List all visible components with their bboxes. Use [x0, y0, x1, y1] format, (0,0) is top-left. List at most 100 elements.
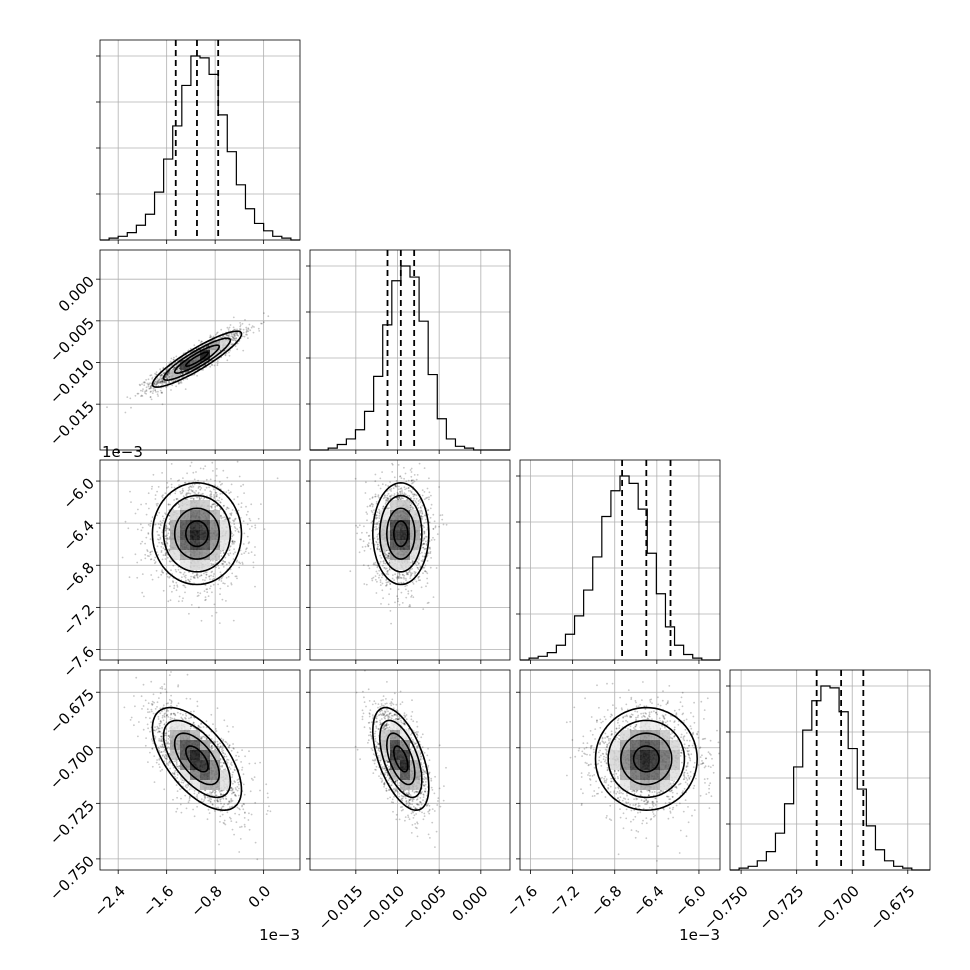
sample-point	[421, 517, 423, 520]
sample-point	[139, 542, 142, 545]
sample-point	[184, 481, 187, 484]
sample-point	[214, 506, 217, 508]
sample-point	[155, 371, 158, 373]
sample-point	[401, 497, 404, 499]
sample-point	[161, 496, 164, 499]
sample-point	[150, 558, 153, 561]
sample-point	[398, 455, 400, 457]
sample-point	[428, 498, 430, 501]
sample-point	[149, 538, 152, 540]
density-cell	[170, 540, 180, 550]
sample-point	[156, 382, 159, 385]
sample-point	[239, 324, 242, 326]
sample-point	[160, 549, 163, 552]
sample-point	[191, 489, 194, 492]
sample-point	[397, 588, 400, 591]
sample-point	[159, 376, 162, 379]
sample-point	[385, 584, 387, 587]
sample-point	[156, 530, 159, 533]
sample-point	[199, 485, 201, 488]
sample-point	[218, 499, 220, 502]
sample-point	[173, 584, 176, 587]
sample-point	[384, 495, 386, 497]
sample-point	[222, 469, 225, 472]
sample-point	[393, 476, 396, 479]
sample-point	[160, 573, 163, 576]
sample-point	[161, 374, 164, 377]
sample-point	[209, 587, 211, 590]
contour-line	[151, 330, 243, 388]
sample-point	[151, 516, 154, 519]
sample-point	[230, 483, 233, 486]
sample-point	[403, 574, 406, 577]
sample-point	[385, 581, 388, 584]
sample-point	[377, 537, 379, 540]
sample-point	[212, 559, 214, 562]
sample-point	[385, 567, 388, 570]
sample-point	[202, 467, 205, 470]
sample-point	[222, 582, 225, 585]
sample-point	[147, 492, 150, 495]
sample-point	[232, 619, 235, 622]
sample-point	[400, 581, 402, 584]
sample-point	[248, 517, 251, 520]
sample-point	[397, 597, 399, 600]
sample-point	[401, 490, 403, 493]
sample-point	[166, 541, 168, 544]
sample-point	[157, 523, 160, 526]
sample-point	[410, 596, 412, 598]
sample-point	[148, 387, 151, 390]
panel-content	[106, 312, 270, 414]
sample-point	[136, 528, 139, 531]
sample-point	[387, 569, 389, 572]
sample-point	[209, 578, 211, 580]
sample-point	[387, 554, 390, 557]
sample-point	[230, 335, 233, 338]
sample-point	[144, 553, 147, 556]
density-cell	[170, 550, 180, 560]
sample-point	[204, 579, 206, 582]
sample-point	[381, 507, 384, 510]
sample-point	[181, 576, 183, 579]
sample-point	[401, 573, 404, 576]
sample-point	[197, 493, 200, 495]
sample-point	[410, 479, 413, 482]
sample-point	[140, 394, 143, 397]
sample-point	[399, 576, 401, 579]
sample-point	[432, 528, 435, 530]
sample-point	[428, 496, 430, 498]
sample-point	[190, 461, 193, 464]
sample-point	[185, 492, 188, 495]
sample-point	[148, 382, 151, 385]
sample-point	[197, 487, 200, 489]
sample-point	[394, 601, 396, 604]
panel-frame	[519, 459, 721, 661]
sample-point	[154, 381, 156, 383]
sample-point	[245, 333, 247, 336]
sample-point	[192, 498, 195, 500]
sample-point	[415, 564, 418, 567]
sample-point	[392, 487, 395, 490]
sample-point	[157, 381, 160, 384]
sample-point	[189, 497, 192, 500]
sample-point	[198, 606, 200, 609]
sample-point	[147, 532, 150, 534]
sample-point	[195, 574, 198, 576]
sample-point	[166, 537, 168, 540]
sample-point	[229, 517, 232, 520]
sample-point	[383, 496, 386, 499]
sample-point	[184, 591, 186, 594]
sample-point	[168, 538, 171, 541]
sample-point	[164, 554, 167, 557]
sample-point	[398, 485, 400, 488]
sample-point	[219, 508, 222, 511]
sample-point	[411, 581, 414, 584]
sample-point	[154, 556, 157, 559]
sample-point	[385, 549, 388, 552]
sample-point	[183, 482, 186, 484]
sample-point	[216, 362, 219, 365]
sample-point	[177, 506, 180, 509]
sample-point	[185, 579, 187, 582]
sample-point	[159, 536, 162, 539]
sample-point	[241, 563, 244, 565]
